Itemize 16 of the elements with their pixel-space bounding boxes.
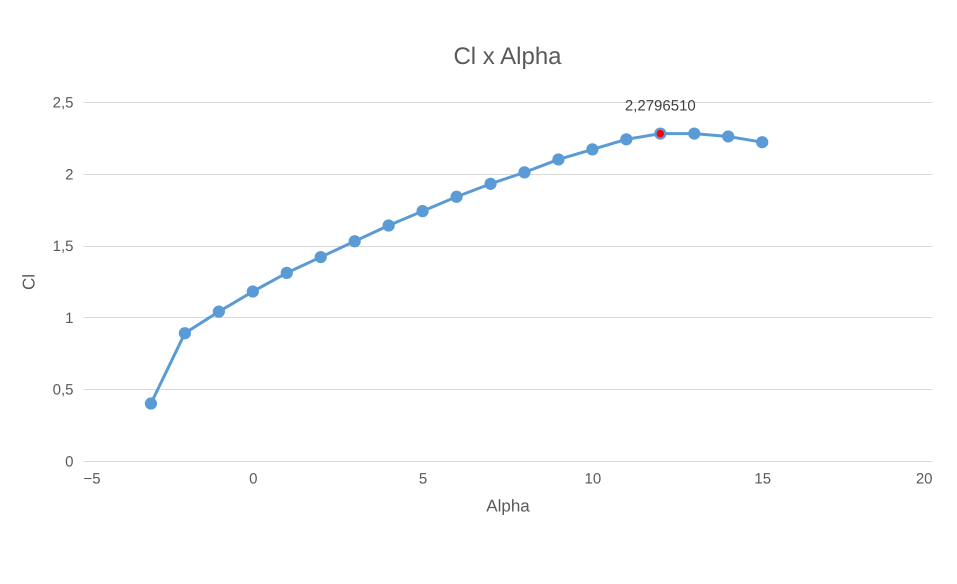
x-axis-title: Alpha [486,496,530,516]
y-tick-label: 1,5 [52,238,74,256]
x-tick-label: 15 [754,470,772,488]
y-tick-label: 2,5 [52,94,74,112]
x-tick-label: 10 [584,470,602,488]
chart-title: Cl x Alpha [453,43,562,70]
y-tick-label: 1 [65,310,74,327]
x-tick-label: 5 [418,470,428,488]
x-tick-label: 20 [916,470,932,488]
y-axis-title: Cl [20,274,39,290]
y-tick-label: 0,5 [52,382,74,399]
annotation: 2,2796510 [624,98,696,115]
y-tick-label: 2 [65,166,74,184]
x-tick-label: 0 [249,470,258,488]
y-tick-label: 0 [65,454,74,470]
x-tick-label: −5 [84,470,101,488]
